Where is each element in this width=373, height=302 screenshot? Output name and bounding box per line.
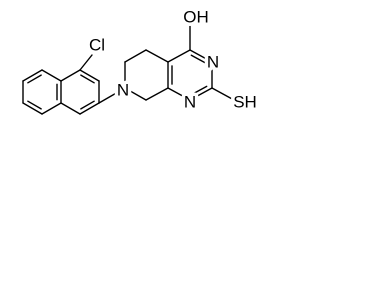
bond xyxy=(60,102,81,115)
bond xyxy=(167,49,191,63)
bond xyxy=(189,87,213,101)
atom-label: OH xyxy=(183,7,209,26)
bond xyxy=(79,69,100,82)
bonds xyxy=(22,25,235,115)
bond xyxy=(27,100,42,110)
bond xyxy=(124,87,147,101)
atom-label: SH xyxy=(233,92,257,111)
bond xyxy=(22,69,43,82)
bond xyxy=(145,49,169,63)
bond xyxy=(211,87,235,101)
bond xyxy=(22,102,43,115)
bond xyxy=(41,69,62,82)
bond xyxy=(79,102,100,115)
bond xyxy=(41,102,62,115)
bond xyxy=(80,100,95,110)
bond xyxy=(190,85,208,96)
atom-label: N xyxy=(207,52,219,71)
bond xyxy=(167,87,191,101)
bond xyxy=(190,54,208,65)
bond xyxy=(79,54,93,71)
bond xyxy=(60,69,81,82)
bond xyxy=(124,49,147,63)
atom-label: Cl xyxy=(89,35,105,54)
atom-label: N xyxy=(184,92,196,111)
atom-label: N xyxy=(117,80,129,99)
bond xyxy=(189,49,213,63)
bond xyxy=(27,74,42,84)
bond xyxy=(145,87,169,101)
bond xyxy=(80,74,95,84)
bond xyxy=(98,87,126,104)
